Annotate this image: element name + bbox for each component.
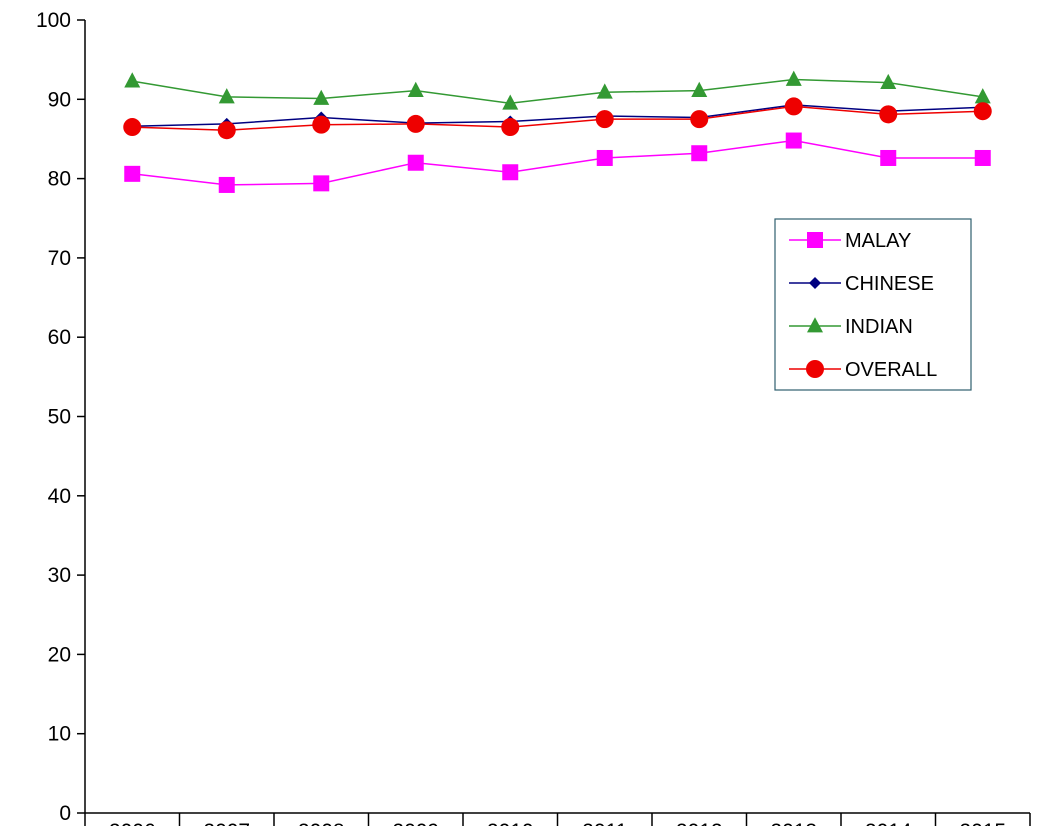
x-tick-label: 2008 xyxy=(298,820,345,826)
legend-marker xyxy=(806,360,824,378)
x-tick-label: 2011 xyxy=(582,820,627,826)
data-point-overall xyxy=(406,114,425,133)
data-point-malay xyxy=(502,164,519,181)
data-point-indian xyxy=(596,83,613,99)
data-point-overall xyxy=(595,110,614,129)
legend-label: MALAY xyxy=(845,230,911,252)
data-point-overall xyxy=(501,118,520,137)
axes: 0 10 20 30 40 50 60 70 80 90 100 2006 2007 2008 2009 20… xyxy=(36,9,1031,826)
data-point-indian xyxy=(407,81,424,97)
legend-item-chinese: CHINESE xyxy=(789,273,934,295)
x-tick-label: 2010 xyxy=(487,820,534,826)
x-tick-label: 2009 xyxy=(392,820,439,826)
data-point-overall xyxy=(123,118,142,137)
series-chinese xyxy=(126,98,989,133)
data-point-malay xyxy=(974,149,991,166)
data-point-malay xyxy=(880,149,897,166)
data-point-overall xyxy=(784,97,803,116)
data-point-indian xyxy=(880,73,897,90)
data-point-malay xyxy=(313,175,330,192)
x-tick-label: 2012 xyxy=(676,820,723,826)
y-tick-label: 10 xyxy=(48,723,71,746)
data-point-malay xyxy=(124,165,141,182)
data-point-overall xyxy=(879,105,898,124)
y-tick-label: 20 xyxy=(48,643,71,666)
legend-label: CHINESE xyxy=(845,273,934,295)
data-point-overall xyxy=(690,110,709,129)
x-tick-label: 2007 xyxy=(203,820,250,826)
y-tick-label: 60 xyxy=(48,326,71,349)
legend-label: INDIAN xyxy=(845,316,913,338)
data-point-malay xyxy=(407,154,424,171)
y-tick-label: 90 xyxy=(48,88,71,111)
data-point-indian xyxy=(218,88,235,104)
legend-item-indian: INDIAN xyxy=(789,316,913,338)
legend-item-overall: OVERALL xyxy=(789,359,937,381)
y-tick-label: 100 xyxy=(36,9,71,32)
y-tick-label: 80 xyxy=(48,168,71,191)
x-tick-label: 2015 xyxy=(959,820,1006,826)
legend-item-malay: MALAY xyxy=(789,230,911,252)
series-line-chinese xyxy=(132,104,983,128)
legend-marker xyxy=(807,232,823,248)
legend-marker xyxy=(809,277,821,289)
x-tick-label: 2006 xyxy=(109,820,156,826)
y-tick-label: 50 xyxy=(48,406,71,429)
series-line-malay xyxy=(132,139,983,186)
data-point-malay xyxy=(596,149,613,166)
data-point-malay xyxy=(218,176,235,193)
series-line-overall xyxy=(132,105,983,131)
data-point-malay xyxy=(691,145,708,162)
data-point-indian xyxy=(974,88,991,104)
y-tick-label: 70 xyxy=(48,247,71,270)
series-malay xyxy=(124,132,991,193)
series-layer xyxy=(123,70,992,193)
series-line-indian xyxy=(132,78,983,105)
legend-marker xyxy=(807,317,823,333)
data-point-overall xyxy=(217,121,236,140)
x-tick-label: 2013 xyxy=(770,820,817,826)
series-indian xyxy=(124,70,991,110)
data-point-indian xyxy=(124,72,141,88)
legend-label: OVERALL xyxy=(845,359,937,381)
data-point-overall xyxy=(312,115,331,134)
y-tick-label: 30 xyxy=(48,564,71,587)
data-point-indian xyxy=(313,89,330,105)
legend: MALAY CHINESE INDIAN OVERALL xyxy=(774,218,972,391)
y-tick-label: 0 xyxy=(59,802,71,825)
series-overall xyxy=(123,97,992,140)
data-point-indian xyxy=(502,94,519,110)
y-tick-label: 40 xyxy=(48,485,71,508)
data-point-indian xyxy=(785,70,802,86)
data-point-overall xyxy=(973,102,992,121)
x-tick-label: 2014 xyxy=(865,820,912,826)
data-point-indian xyxy=(691,81,708,97)
data-point-malay xyxy=(785,132,802,149)
